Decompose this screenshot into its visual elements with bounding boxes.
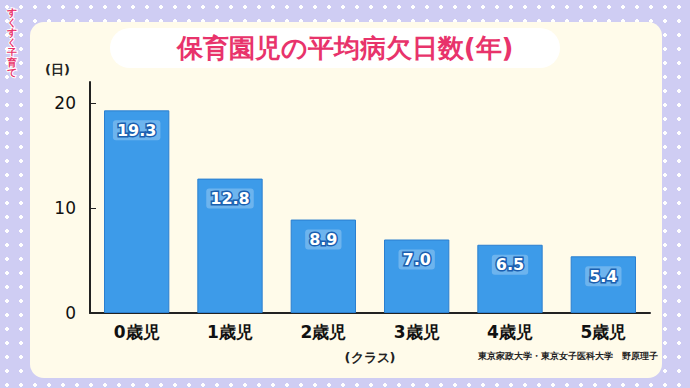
svg-text:19.3: 19.3 — [117, 121, 156, 140]
svg-text:0歳児: 0歳児 — [114, 322, 160, 342]
svg-text:す: す — [7, 6, 17, 18]
svg-text:2歳児: 2歳児 — [300, 322, 346, 342]
svg-text:(日): (日) — [45, 62, 70, 77]
svg-text:子: 子 — [7, 46, 17, 58]
svg-text:す: す — [7, 26, 17, 38]
svg-text:0: 0 — [65, 303, 76, 323]
svg-text:12.8: 12.8 — [210, 189, 249, 208]
svg-text:10: 10 — [54, 198, 76, 218]
svg-text:く: く — [7, 36, 17, 48]
svg-text:1歳児: 1歳児 — [207, 322, 253, 342]
svg-text:8.9: 8.9 — [309, 230, 337, 249]
svg-text:て: て — [7, 67, 17, 78]
svg-text:6.5: 6.5 — [496, 255, 524, 274]
svg-text:育: 育 — [7, 56, 17, 68]
svg-text:(クラス): (クラス) — [345, 350, 396, 365]
svg-text:保育園児の平均病欠日数(年): 保育園児の平均病欠日数(年) — [176, 33, 514, 63]
svg-text:5歳児: 5歳児 — [580, 322, 626, 342]
svg-text:7.0: 7.0 — [402, 250, 430, 269]
svg-text:東京家政大学・東京女子医科大学 野原理子: 東京家政大学・東京女子医科大学 野原理子 — [477, 351, 658, 361]
svg-text:5.4: 5.4 — [589, 267, 617, 286]
svg-text:20: 20 — [54, 93, 76, 113]
svg-text:4歳児: 4歳児 — [487, 322, 533, 342]
svg-text:く: く — [7, 16, 17, 28]
svg-text:3歳児: 3歳児 — [394, 322, 440, 342]
